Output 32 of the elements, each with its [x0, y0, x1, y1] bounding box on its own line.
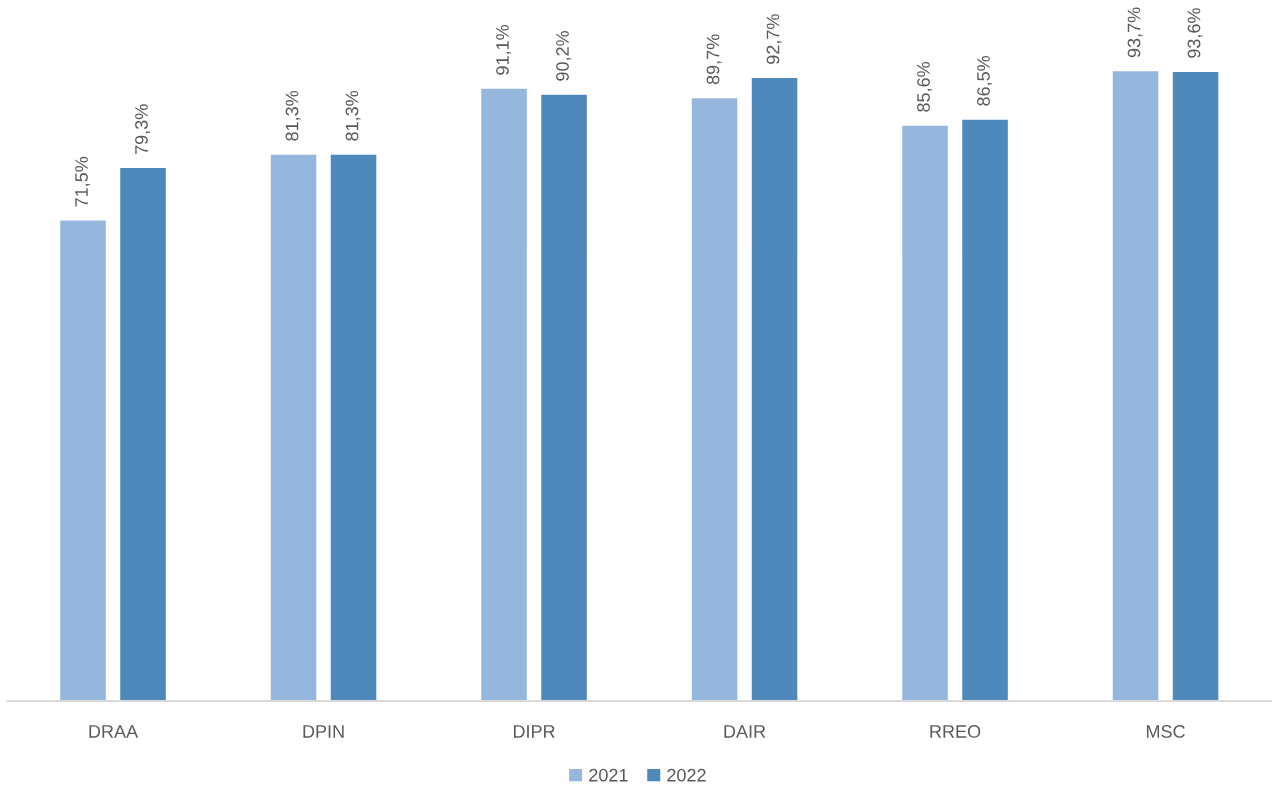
bar — [118, 166, 168, 701]
bar — [58, 219, 108, 701]
data-label: 90,2% — [556, 31, 572, 81]
bar — [329, 153, 378, 701]
data-label: 93,6% — [1187, 8, 1203, 58]
data-label: 71,5% — [75, 156, 91, 207]
x-tick-label: DAIR — [724, 725, 766, 738]
x-tick-label: DIPR — [513, 725, 555, 738]
bar — [960, 118, 1010, 701]
x-tick-label: DRAA — [89, 725, 139, 738]
data-label: 79,3% — [135, 104, 150, 154]
data-label: 93,7% — [1127, 7, 1143, 58]
x-tick-label: DPIN — [303, 725, 344, 738]
data-label: 81,3% — [345, 90, 361, 141]
bar — [900, 124, 950, 701]
bar — [539, 93, 589, 701]
bar — [269, 153, 318, 701]
data-label: 85,6% — [917, 61, 933, 112]
bar — [750, 76, 799, 701]
data-label: 92,7% — [766, 14, 782, 64]
legend-label: 2022 — [667, 768, 706, 782]
data-label: 86,5% — [977, 55, 993, 106]
data-label: 81,3% — [285, 90, 301, 141]
bar — [1171, 70, 1220, 701]
bar — [690, 96, 739, 701]
data-label: 89,7% — [706, 34, 722, 85]
legend-label: 2021 — [589, 768, 628, 782]
x-tick-label: MSC — [1146, 725, 1185, 738]
x-tick-label: RREO — [930, 725, 981, 738]
bar — [1111, 69, 1160, 701]
data-label: 91,1% — [496, 24, 512, 75]
bar — [479, 87, 529, 701]
